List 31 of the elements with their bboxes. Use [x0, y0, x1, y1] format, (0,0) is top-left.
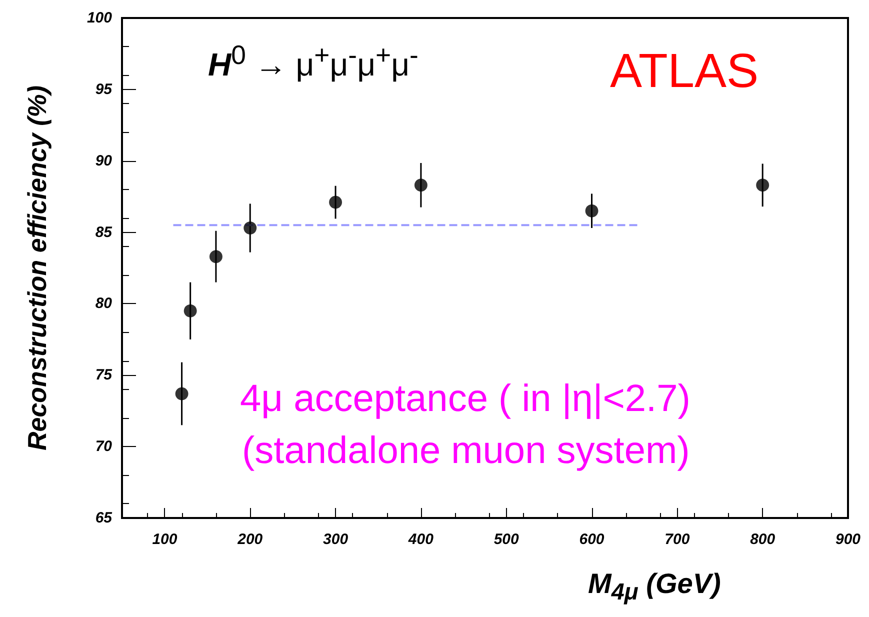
x-tick-label: 700: [664, 531, 690, 548]
annotation: ATLAS: [610, 44, 758, 99]
point: [329, 196, 342, 209]
y-tick-label: 90: [95, 152, 113, 170]
x-tick-label: 800: [750, 531, 776, 548]
x-tick-label: 900: [835, 531, 862, 548]
y-tick-label: 75: [95, 366, 113, 384]
point: [244, 222, 257, 234]
point: [756, 178, 770, 192]
y-tick-label: 100: [86, 10, 113, 26]
text: H$^{0}$ → μ$^{+}$μ$^{-}$μ$^{+}$μ$^{-}$: [208, 40, 418, 83]
y-tick-label: 95: [95, 80, 113, 98]
y-tick-label: 70: [95, 438, 113, 456]
y-tick-label: 80: [95, 295, 113, 312]
annotation: 4μ acceptance ( in |η|<2.7): [240, 378, 690, 421]
x-tick-label: 200: [236, 531, 264, 548]
x-tick-label: 500: [494, 531, 520, 548]
y-tick-label: 65: [95, 510, 113, 526]
x-tick-label: 100: [152, 531, 178, 548]
x-tick-label: 300: [323, 531, 349, 548]
x-tick-label: 400: [407, 531, 434, 548]
y-axis-title: Reconstruction efficiency (%): [22, 85, 52, 451]
point: [184, 304, 197, 318]
point: [209, 250, 222, 264]
x-axis-title: M$_{4μ}$ (GeV): [588, 568, 721, 606]
y-tick-label: 85: [95, 224, 113, 241]
annotation: (standalone muon system): [242, 430, 690, 473]
point: [414, 178, 428, 192]
x-tick-label: 600: [579, 531, 605, 548]
point: [585, 204, 598, 218]
point: [175, 387, 188, 400]
